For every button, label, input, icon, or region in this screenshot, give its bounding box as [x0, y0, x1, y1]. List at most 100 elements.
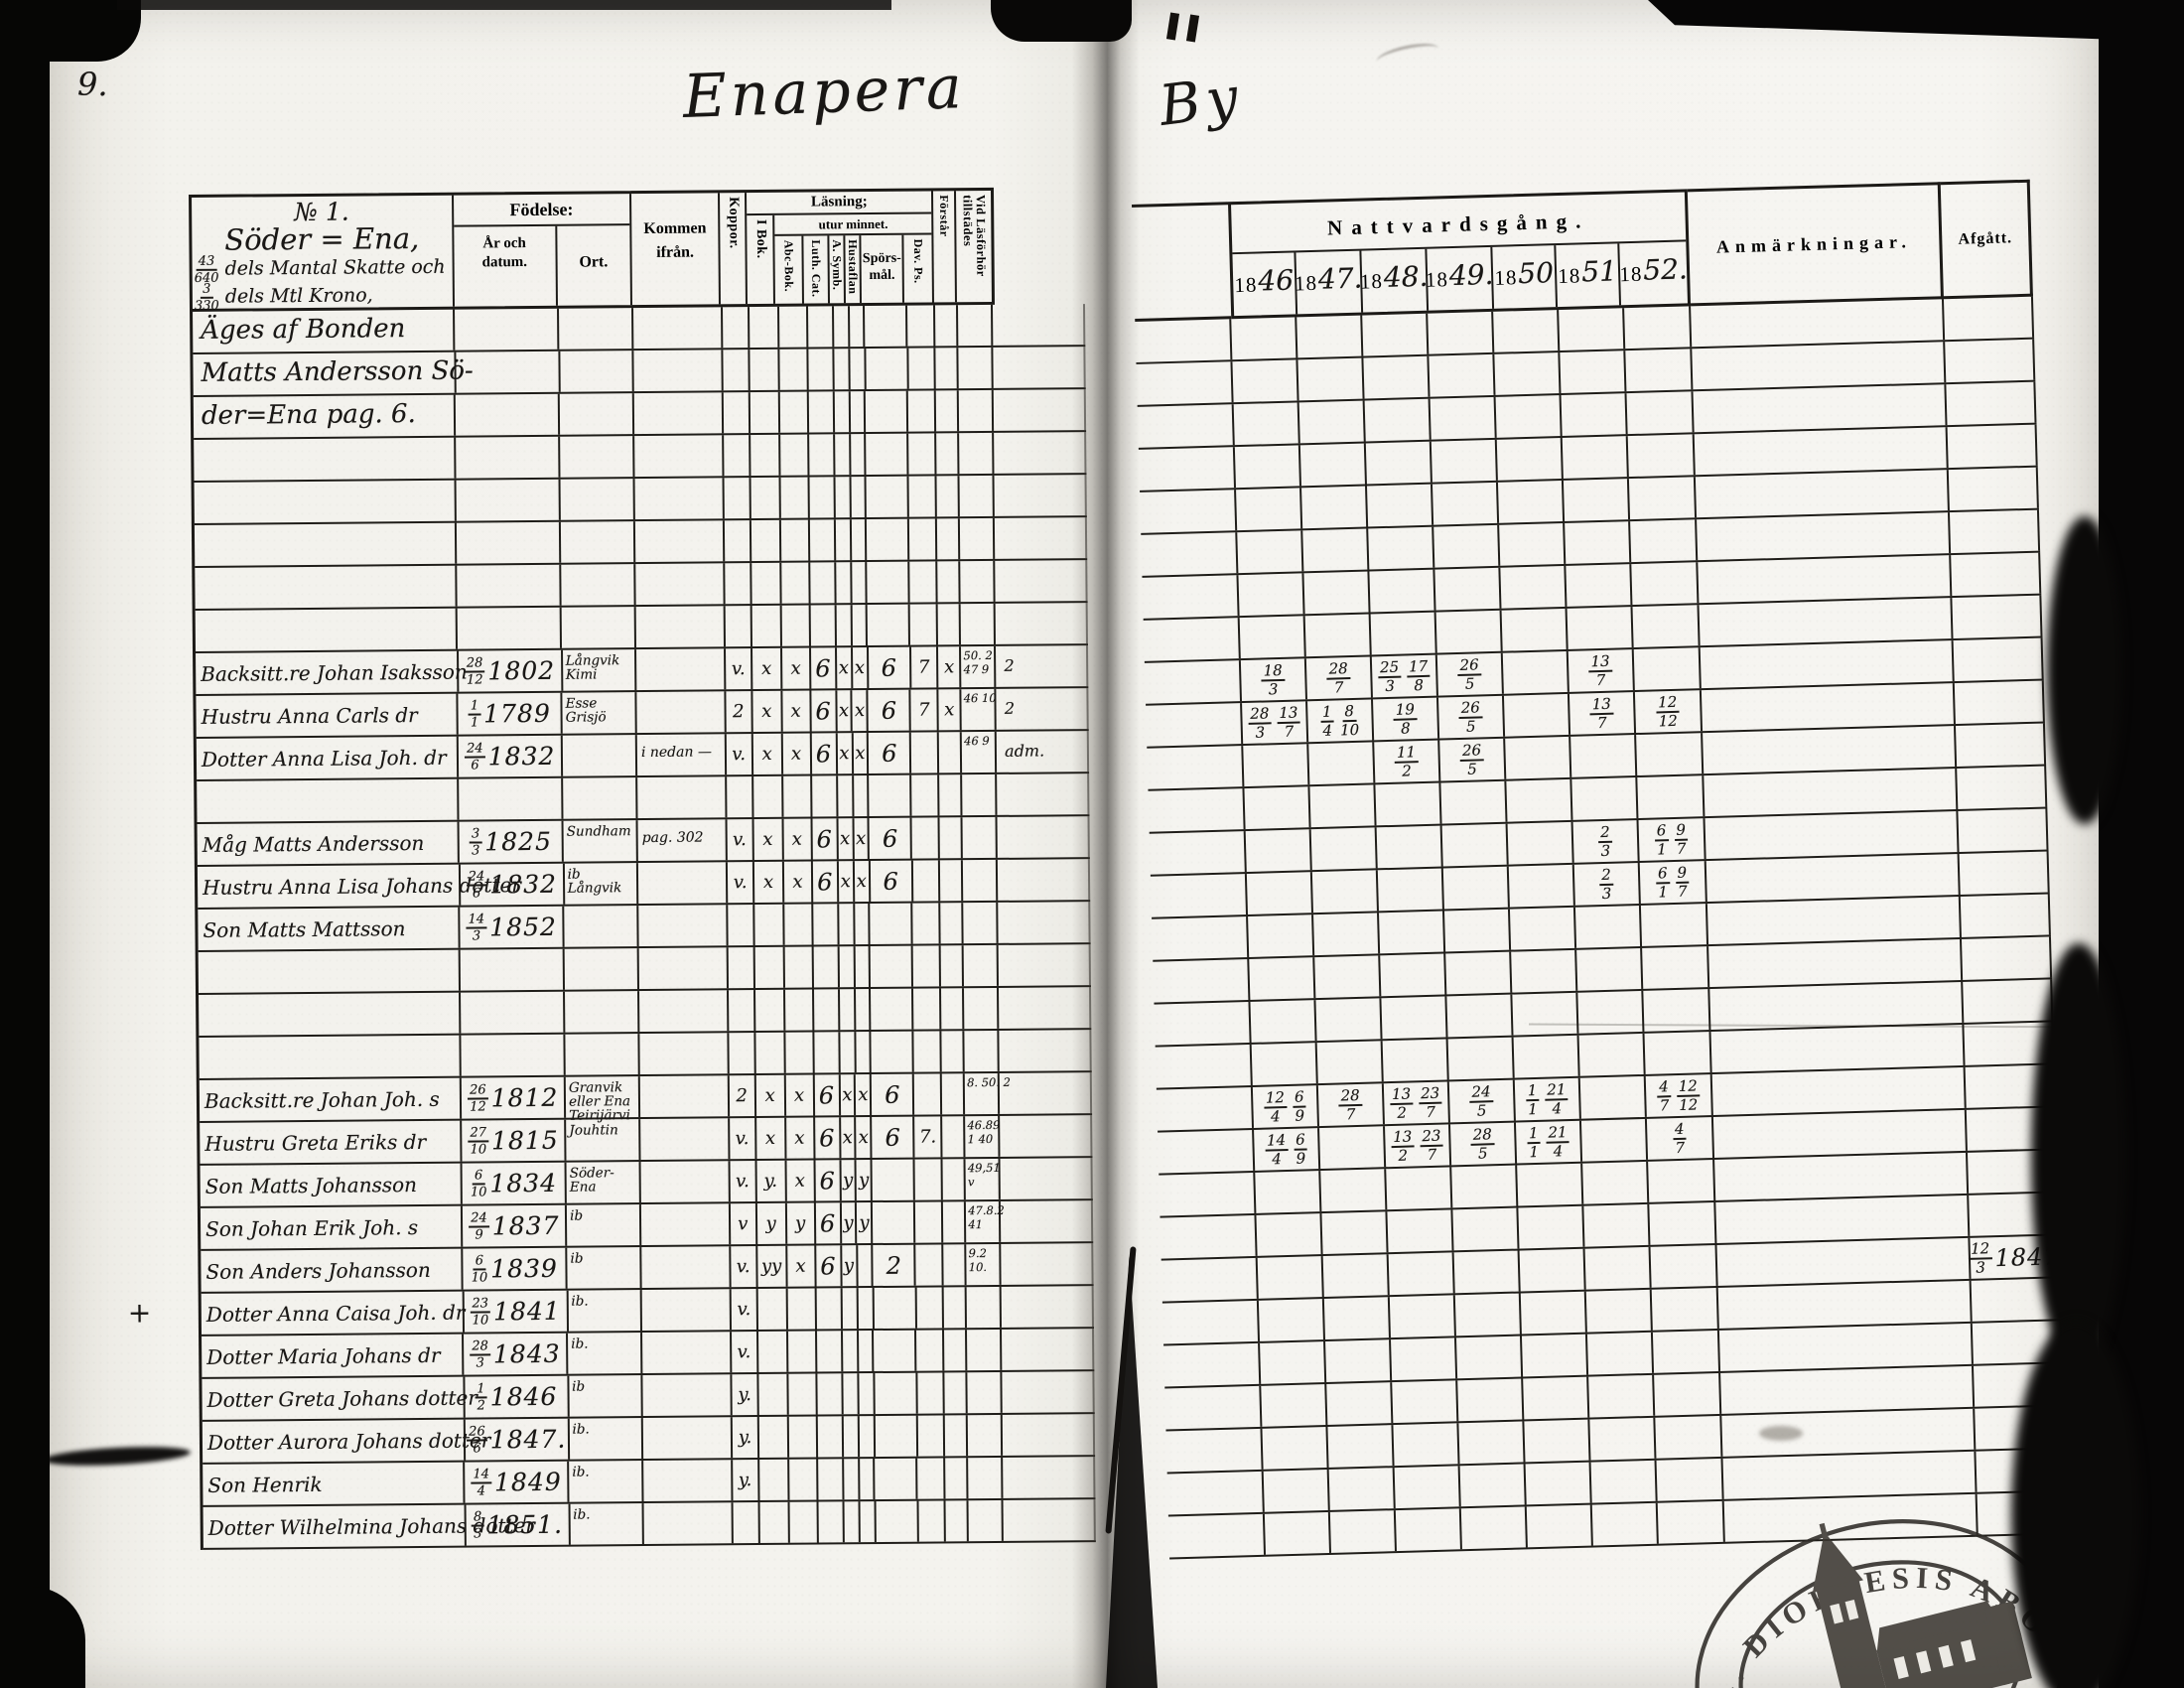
communion-1851-cell: [1584, 1246, 1652, 1290]
house-table-mark-cell: [849, 306, 866, 348]
symbol-mark-cell: x: [836, 647, 854, 689]
communion-1847-cell: [1308, 742, 1376, 785]
came-from-cell: i nedan —: [636, 734, 727, 776]
lead-cell: [1144, 660, 1243, 704]
abc-mark-cell: [779, 434, 810, 476]
in-book-mark-cell: x: [753, 861, 785, 904]
communion-1847-cell: [1298, 400, 1366, 444]
symbol-mark-cell: [833, 306, 850, 348]
date-fraction: 14 3: [466, 912, 487, 943]
communion-1846-cell: [1257, 1256, 1324, 1299]
name-cell: Son Matts Mattsson: [198, 907, 462, 950]
communion-1846-cell: [1236, 488, 1303, 531]
birth-date-cell: 6 10 1839: [463, 1247, 568, 1290]
house-table-mark-cell: x: [854, 818, 871, 860]
village-title-script: Enapera: [681, 53, 967, 132]
smallpox-mark-cell: [733, 1502, 760, 1544]
smallpox-mark-cell: v.: [727, 819, 754, 861]
reading-mark: 6: [881, 653, 897, 682]
reading-mark: v.: [733, 872, 748, 894]
symbol-mark-cell: x: [837, 733, 854, 774]
house-table-mark-cell: [851, 519, 868, 561]
mantal-line-2: 3 330 dels Mtl Krono,: [194, 281, 373, 314]
year-value: 1852: [489, 912, 557, 942]
person-name: Son Matts Johansson: [205, 1173, 418, 1198]
came-from-header: Kommen ifrån.: [630, 193, 722, 306]
birth-place-cell: ib: [567, 1247, 642, 1289]
name-cell: Dotter Anna Lisa Joh. dr: [196, 736, 460, 779]
reading-mark: x: [794, 1127, 805, 1149]
communion-dates: 18 3: [1261, 660, 1285, 698]
reading-mark: 6: [816, 824, 833, 854]
birth-date-cell: 14 3 1852: [460, 906, 565, 948]
psalms-mark-cell: [908, 390, 937, 432]
year-value: 1837: [491, 1210, 560, 1241]
house-table-mark-cell: y: [856, 1160, 874, 1201]
in-book-column: I Bok.: [747, 214, 776, 305]
remarks-cell: [1700, 640, 1955, 689]
communion-1848-cell: 13 2 23 7: [1385, 1124, 1452, 1168]
communion-1851-cell: [1574, 905, 1643, 948]
smallpox-mark-cell: v.: [730, 1161, 757, 1202]
name-cell: Äges af Bonden: [193, 309, 456, 352]
smallpox-mark-cell: 2: [729, 1075, 756, 1117]
birth-place: ib.: [571, 1336, 589, 1352]
psalms-mark-cell: [912, 903, 941, 944]
understands-mark-cell: [940, 945, 965, 987]
communion-1850-cell: [1520, 1291, 1587, 1335]
understands-mark-cell: [937, 518, 961, 560]
communion-1849-cell: [1455, 1336, 1524, 1379]
understands-mark-cell: [941, 988, 965, 1030]
reading-mark: x: [943, 656, 955, 678]
smallpox-mark-cell: v.: [726, 648, 753, 690]
reading-mark: x: [856, 871, 867, 893]
date-fraction: 6 10: [471, 1252, 488, 1286]
abc-mark-cell: [784, 989, 814, 1031]
date-fraction: 25 3: [1377, 657, 1402, 695]
reading-mark: x: [762, 871, 774, 893]
reading-mark: 2: [886, 1251, 902, 1280]
reading-mark: 6: [881, 696, 897, 725]
understands-mark-cell: [937, 561, 961, 603]
birth-place-cell: ib.: [569, 1461, 644, 1502]
reading-mark: 6: [815, 739, 832, 769]
reading-mark: x: [791, 828, 802, 850]
name-cell: Hustru Anna Carls dr: [196, 693, 460, 737]
house-table-mark-cell: [851, 477, 868, 518]
abc-mark-cell: [781, 605, 811, 646]
attendance-note: 47 9: [963, 661, 990, 677]
lead-column-header: [1132, 202, 1232, 322]
attendance-cell: [959, 432, 995, 475]
communion-1846-cell: [1233, 402, 1300, 446]
communion-1846-cell: 18 3: [1240, 658, 1307, 702]
attendance-note: 10.: [968, 1259, 988, 1274]
came-from-cell: [638, 905, 729, 947]
communion-1850-cell: [1523, 1376, 1590, 1420]
house-table-mark-cell: [851, 562, 869, 604]
symbol-mark-cell: [838, 904, 856, 945]
attendance-cell: [958, 347, 995, 389]
reading-mark: yy: [760, 1255, 782, 1278]
lead-cell: [1155, 1044, 1253, 1088]
attendance-cell: 9.2 10.: [966, 1243, 1002, 1286]
scan-edge-top: [117, 0, 891, 10]
understands-mark-cell: [940, 860, 964, 902]
communion-1849-cell: [1452, 1207, 1520, 1251]
birth-place-cell: Söder- Ena: [566, 1162, 641, 1203]
in-book-mark-cell: x: [752, 733, 783, 775]
abc-mark-cell: [782, 775, 813, 817]
remarks-cell: [1705, 810, 1960, 860]
remarks-cell: [1699, 598, 1954, 646]
birth-place: Jouhtin: [569, 1122, 618, 1139]
lead-cell: [1156, 1086, 1255, 1131]
psalms-mark-cell: [911, 774, 940, 816]
communion-1851-cell: [1576, 947, 1644, 991]
communion-1850-cell: [1518, 1205, 1585, 1249]
communion-dates: 13 2 23 7: [1389, 1083, 1442, 1121]
communion-1850-cell: [1512, 992, 1579, 1036]
questions-mark-cell: [875, 1372, 918, 1415]
lead-cell: [1137, 404, 1235, 448]
lead-cell: [1141, 532, 1239, 576]
attendance-note: 8. 50. 2: [967, 1074, 1012, 1090]
communion-1846-cell: [1238, 573, 1305, 617]
